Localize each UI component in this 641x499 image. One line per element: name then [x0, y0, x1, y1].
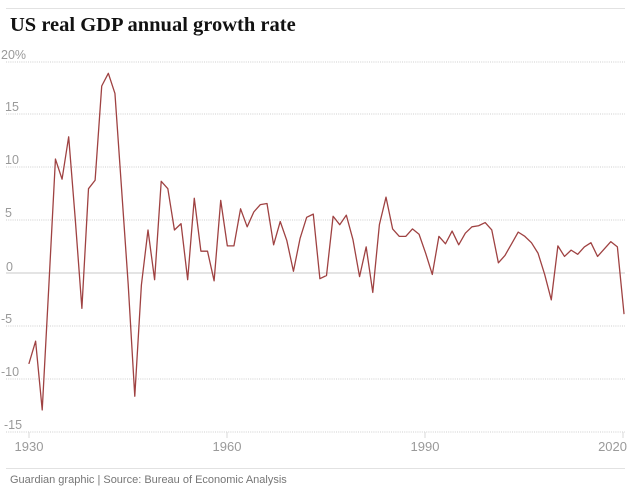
svg-text:10: 10 [5, 153, 19, 167]
svg-text:1930: 1930 [15, 439, 44, 454]
svg-text:1960: 1960 [213, 439, 242, 454]
svg-text:1990: 1990 [411, 439, 440, 454]
svg-text:-5: -5 [1, 312, 12, 326]
svg-text:20%: 20% [1, 48, 26, 62]
svg-text:0: 0 [6, 260, 13, 274]
svg-text:2020: 2020 [598, 439, 627, 454]
svg-text:5: 5 [5, 206, 12, 220]
svg-text:-10: -10 [1, 365, 19, 379]
svg-text:-15: -15 [4, 418, 22, 432]
svg-text:15: 15 [5, 100, 19, 114]
